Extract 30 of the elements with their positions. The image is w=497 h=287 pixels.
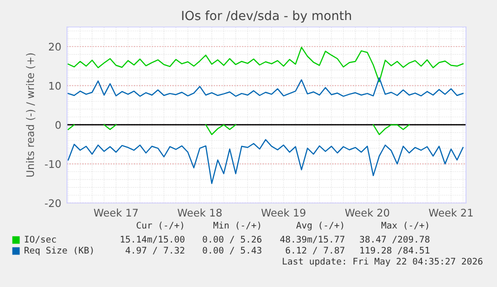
y-tick-label: 0 [56,121,61,129]
line-series [68,46,464,82]
text: 4.97 / 7.32 [126,246,184,254]
x-tick-label: Week 19 [261,208,306,217]
line-series [68,139,464,184]
text: Cur (-/+) [136,222,184,230]
x-tick-label: Week 17 [94,208,138,217]
text: Max (-/+) [381,222,428,230]
x-tick-label: Week 18 [178,208,222,217]
chart-title: IOs for /dev/sda - by month [182,10,351,23]
text: Last update: Fri May 22 04:35:27 2026 [282,258,482,266]
text: Min (-/+) [213,222,260,230]
text: 0.00 / 5.26 [202,236,262,244]
legend-label: Req Size (KB) [24,246,93,256]
line-series [68,77,464,97]
text: 38.47 /209.78 [360,236,430,244]
legend-label: IO/sec [24,236,56,244]
y-tick-label: -10 [44,160,61,168]
text: Avg (-/+) [296,222,344,230]
text: 0.00 / 5.43 [202,246,262,254]
y-tick-label: -20 [44,199,61,208]
text: 15.14m/15.00 [120,236,184,244]
y-tick-label: 10 [49,82,61,90]
x-tick-label: Week 20 [345,208,390,217]
y-axis-title: Units read (-) / write (+) [26,53,36,177]
text: 6.12 / 7.87 [286,246,344,254]
y-tick-label: 20 [48,42,61,51]
text: 119.28 /84.51 [360,246,430,254]
text: 48.39m/15.77 [280,236,344,244]
x-tick-label: Week 21 [428,208,473,217]
